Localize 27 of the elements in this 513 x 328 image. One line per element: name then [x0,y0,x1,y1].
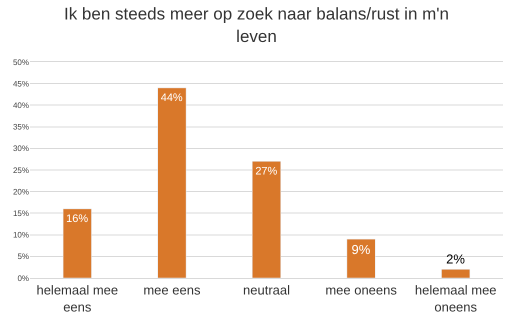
data-label: 27% [255,166,278,178]
data-label: 9% [351,242,371,258]
y-tick-label: 40% [12,101,29,110]
x-tick-label: neutraal [243,282,290,298]
data-label: 2% [446,251,466,266]
y-tick-label: 0% [17,274,29,283]
data-label: 44% [160,92,183,104]
data-label: 16% [66,213,88,226]
y-tick-label: 30% [12,144,29,154]
y-tick-label: 15% [12,209,29,218]
x-tick-label: helemaal mee eens [36,282,118,314]
bar [441,269,470,278]
x-tick-label: helemaal mee oneens [414,282,497,314]
bar [252,161,281,278]
y-tick-label: 5% [17,252,29,262]
bar [62,208,92,278]
y-tick-label: 45% [12,79,29,88]
y-tick-label: 10% [12,230,29,240]
y-tick-label: 50% [12,58,29,67]
x-tick-label: mee eens [143,282,201,298]
chart-title: Ik ben steeds meer op zoek naar balans/rust in m'n leven [64,4,450,46]
x-tick-label: mee oneens [325,282,398,298]
y-tick-label: 20% [12,187,29,196]
bar [346,238,376,278]
y-tick-label: 25% [12,166,29,175]
bar [157,88,186,278]
y-tick-label: 35% [12,122,29,132]
